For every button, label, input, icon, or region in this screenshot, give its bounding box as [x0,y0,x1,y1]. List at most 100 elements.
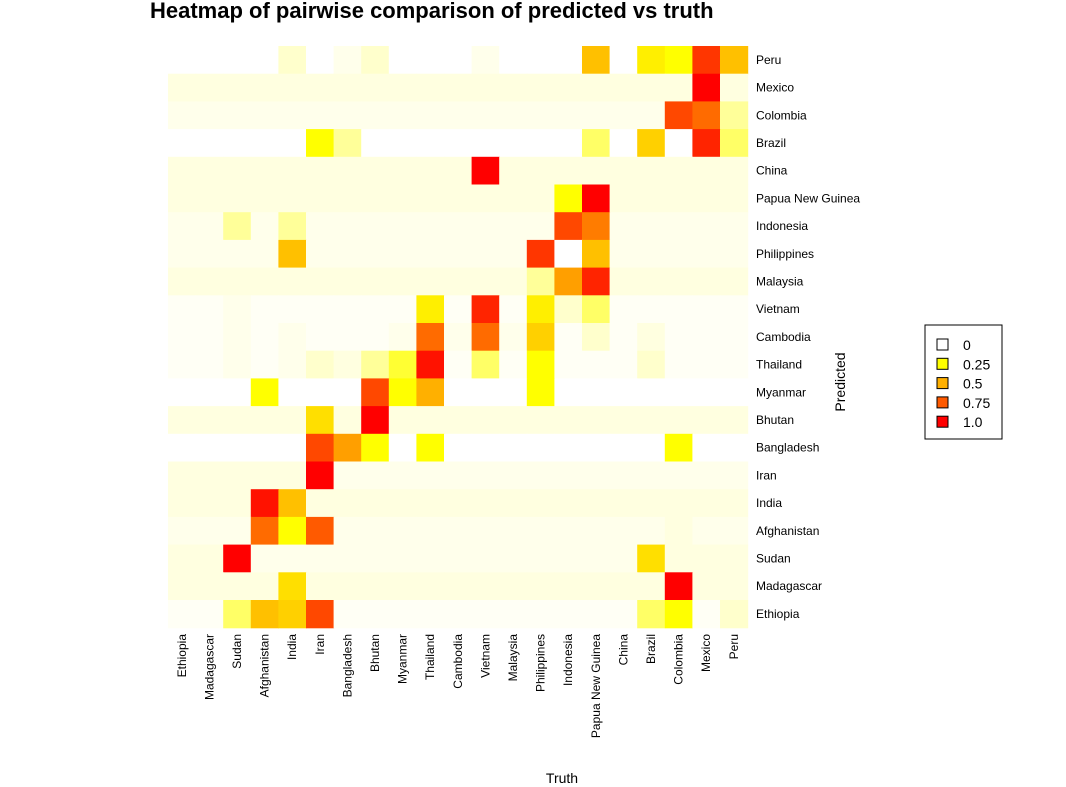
y-tick-label: Colombia [756,108,807,122]
heatmap-cell [306,46,335,75]
heatmap-cell [554,212,583,241]
heatmap-cell [582,350,611,379]
x-tick-label: Myanmar [396,634,410,684]
heatmap-cell [278,572,307,601]
heatmap-cell [554,516,583,546]
heatmap-cell [223,544,252,573]
heatmap-cell [720,433,749,463]
heatmap-cell [720,101,749,130]
heatmap-cell [637,461,666,490]
heatmap-cell [664,184,693,213]
heatmap-cell [554,572,583,601]
x-tick-label: Malaysia [506,634,520,682]
heatmap-cell [168,489,197,518]
heatmap-cell [168,129,197,158]
heatmap-cell [444,212,473,241]
heatmap-cell [306,184,335,213]
heatmap-cell [664,572,693,601]
color-legend: 0 0.25 0.5 0.75 1.0 [924,324,1003,440]
heatmap-cell [195,46,224,75]
y-tick-label: Malaysia [756,274,804,288]
heatmap-cell [609,516,638,546]
heatmap-cell [526,73,555,102]
heatmap-cell [250,461,279,490]
heatmap-cell [444,350,473,379]
heatmap-cell [416,212,445,241]
heatmap-cell [223,129,252,158]
heatmap-cell [223,101,252,130]
heatmap-cell [664,212,693,241]
heatmap-cell [637,46,666,75]
heatmap-cell [278,267,307,296]
heatmap-cell [526,461,555,490]
heatmap-cell [278,461,307,490]
heatmap-cell [526,516,555,546]
heatmap-cell [582,406,611,435]
heatmap-cell [195,212,224,241]
heatmap-cell [223,378,252,407]
heatmap-cell [223,600,252,629]
heatmap-cell [471,212,500,241]
heatmap-cell [554,46,583,75]
heatmap-cell [444,101,473,130]
heatmap-cell [526,212,555,241]
heatmap-cell [168,156,197,186]
heatmap-cell [195,489,224,518]
heatmap-cell [250,73,279,102]
heatmap-cell [278,46,307,75]
legend-label: 0.5 [963,376,983,392]
heatmap-cell [223,433,252,463]
heatmap-cell [333,378,362,407]
heatmap-cell [250,433,279,463]
y-tick-label: Vietnam [756,302,800,316]
heatmap-cell [609,572,638,601]
heatmap-cell [223,46,252,75]
heatmap-cell [526,323,555,352]
heatmap-cell [223,323,252,352]
heatmap-cell [499,46,528,75]
heatmap-cell [637,184,666,213]
heatmap-cell [168,239,197,269]
y-tick-label: Bangladesh [756,441,819,455]
heatmap-cell [499,489,528,518]
heatmap-cell [361,295,390,324]
heatmap-cell [250,516,279,546]
heatmap-cell [526,433,555,463]
heatmap-cell [664,350,693,379]
heatmap-cell [416,184,445,213]
heatmap-cell [306,378,335,407]
heatmap-cell [278,239,307,269]
heatmap-cell [637,600,666,629]
heatmap-cell [554,156,583,186]
heatmap-cell [361,461,390,490]
heatmap-cell [250,378,279,407]
heatmap-cell [361,600,390,629]
legend-swatch [936,377,949,390]
heatmap-cell [278,406,307,435]
x-tick-label: Thailand [423,634,437,680]
heatmap-cell [609,156,638,186]
heatmap-cell [692,433,721,463]
heatmap-cell [499,212,528,241]
heatmap-cell [168,267,197,296]
heatmap-cell [195,129,224,158]
heatmap-cell [361,212,390,241]
heatmap-cell [416,600,445,629]
heatmap-cell [664,516,693,546]
y-axis-label: Predicted [832,352,848,411]
heatmap-cell [361,378,390,407]
x-tick-label: Bangladesh [340,634,354,697]
heatmap-cell [609,46,638,75]
heatmap-cell [223,156,252,186]
y-tick-label: Thailand [756,358,802,372]
heatmap-cell [582,267,611,296]
heatmap-cell [278,184,307,213]
heatmap-cell [306,350,335,379]
heatmap-cell [444,267,473,296]
heatmap-cell [664,406,693,435]
heatmap-cell [526,156,555,186]
heatmap-cell [499,544,528,573]
heatmap-cell [333,267,362,296]
heatmap-cell [361,572,390,601]
heatmap-cell [306,572,335,601]
